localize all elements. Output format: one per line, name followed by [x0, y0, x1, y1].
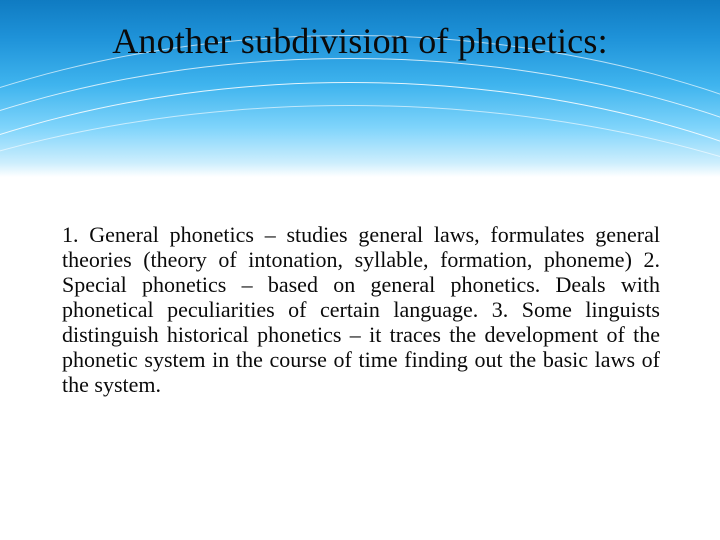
- slide-title: Another subdivision of phonetics:: [0, 20, 720, 62]
- slide-body: 1. General phonetics – studies general l…: [62, 222, 660, 398]
- slide: Another subdivision of phonetics: 1. Gen…: [0, 0, 720, 540]
